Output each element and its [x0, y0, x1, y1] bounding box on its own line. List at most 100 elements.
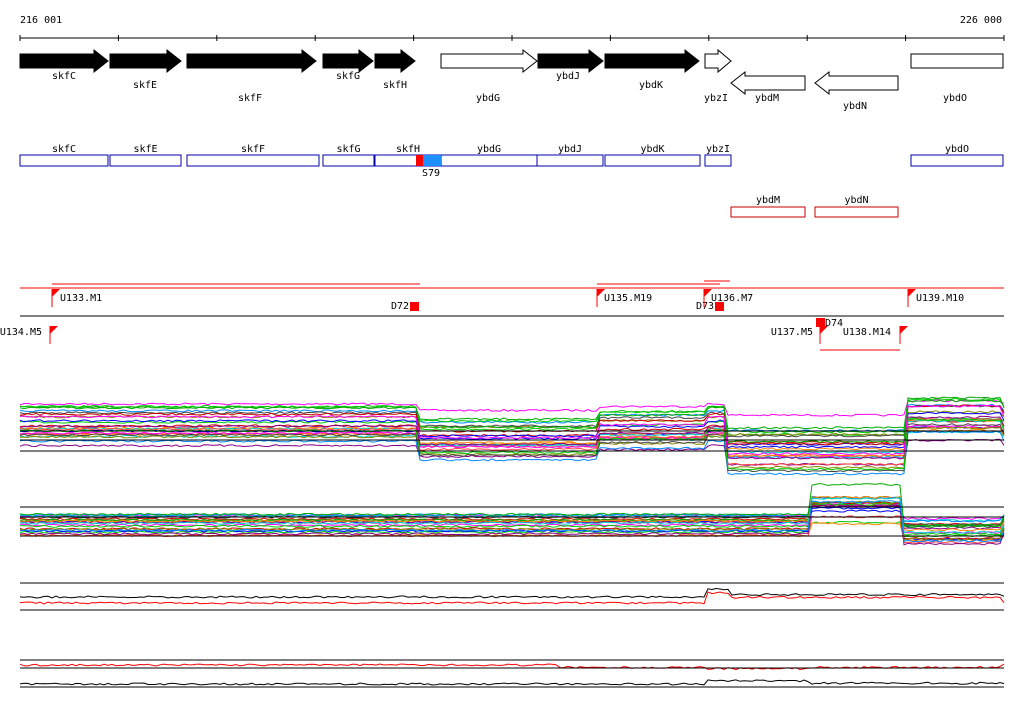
track-curve — [19, 404, 1005, 438]
track-curve — [19, 495, 1005, 532]
feature-box — [440, 154, 538, 167]
track-curve — [19, 426, 1005, 469]
feature-label: ybzI — [706, 144, 730, 155]
marker-label: D73 — [696, 301, 714, 312]
feature-label: ybdK — [640, 144, 664, 155]
gene-label: skfC — [52, 71, 76, 82]
flag — [50, 326, 58, 334]
reverse-box — [814, 206, 899, 218]
track-curve — [19, 679, 1005, 686]
ruler-end: 226 000 — [960, 15, 1002, 26]
feature-label: skfF — [241, 144, 265, 155]
track-curve — [19, 397, 1005, 434]
track-curve — [19, 423, 1005, 473]
feature-box — [910, 154, 1004, 167]
gene-label: skfE — [133, 80, 157, 91]
marker-label: U135.M19 — [604, 293, 652, 304]
track-curve — [19, 496, 1005, 523]
track-curve — [19, 411, 1005, 449]
site-label: S79 — [422, 168, 440, 179]
flag — [900, 326, 908, 334]
feature-box — [704, 154, 732, 167]
feature-label: skfG — [336, 144, 360, 155]
track-curve — [19, 520, 1005, 538]
feature-label: ybdO — [945, 144, 969, 155]
feature-label: ybdG — [477, 144, 501, 155]
feature-box — [19, 154, 109, 167]
gene-arrow — [440, 48, 538, 74]
deletion-mark — [816, 318, 825, 327]
track-curve — [19, 399, 1005, 417]
flag — [52, 289, 60, 297]
gene-arrow — [374, 48, 416, 74]
reverse-label: ybdN — [844, 195, 868, 206]
feature-box — [186, 154, 320, 167]
track-curve — [20, 424, 1005, 459]
gene-arrow — [814, 70, 899, 96]
reverse-label: ybdM — [756, 195, 780, 206]
gene-label: ybzI — [704, 93, 728, 104]
track-curve — [19, 500, 1005, 543]
track-curve — [19, 404, 1005, 456]
feature-label: skfE — [133, 144, 157, 155]
feature-box — [109, 154, 182, 167]
feature-box — [536, 154, 604, 167]
gene-label: ybdM — [755, 93, 779, 104]
gene-arrow — [109, 48, 182, 74]
marker-label: D74 — [825, 318, 843, 329]
gene-label: skfG — [336, 71, 360, 82]
track-curve — [19, 430, 1005, 454]
site-blue — [423, 155, 441, 166]
gene-label: ybdG — [476, 93, 500, 104]
site-red — [416, 155, 423, 166]
track-curve — [19, 496, 1005, 534]
ruler-start: 216 001 — [20, 15, 62, 26]
track-curve — [19, 502, 1005, 536]
feature-box — [322, 154, 375, 167]
marker-label: U139.M10 — [916, 293, 964, 304]
marker-label: U133.M1 — [60, 293, 102, 304]
feature-label: skfH — [396, 144, 420, 155]
gene-label: ybdN — [843, 101, 867, 112]
feature-label: skfC — [52, 144, 76, 155]
gene-arrow — [704, 48, 732, 74]
track-curve — [19, 501, 1005, 541]
gene-label: skfH — [383, 80, 407, 91]
marker-label: D72 — [391, 301, 409, 312]
feature-box — [604, 154, 701, 167]
deletion-mark — [715, 302, 724, 311]
gene-arrow — [19, 48, 109, 74]
gene-label: ybdJ — [556, 71, 580, 82]
feature-label: ybdJ — [558, 144, 582, 155]
gene-arrow — [537, 48, 604, 74]
gene-arrow — [910, 53, 1004, 69]
gene-label: ybdO — [943, 93, 967, 104]
reverse-box — [730, 206, 806, 218]
marker-label: U137.M5 — [771, 327, 813, 338]
marker-label: U138.M14 — [843, 327, 891, 338]
track-curve — [19, 419, 1005, 458]
gene-arrow — [604, 48, 700, 74]
gene-arrow — [186, 48, 317, 74]
flag — [820, 326, 828, 334]
marker-label: U136.M7 — [711, 293, 753, 304]
track-curve — [19, 482, 1005, 527]
gene-arrow — [322, 48, 374, 74]
gene-label: ybdK — [639, 80, 663, 91]
track-curve — [19, 430, 1005, 476]
track-curve — [19, 396, 1005, 444]
track-curve — [19, 591, 1005, 605]
track-curve — [19, 587, 1005, 599]
gene-label: skfF — [238, 93, 262, 104]
flag — [704, 289, 712, 297]
track-curve — [19, 504, 1005, 546]
flag — [908, 289, 916, 297]
gene-arrow — [730, 70, 806, 96]
track-curve — [19, 663, 1005, 671]
deletion-mark — [410, 302, 419, 311]
track-curve — [19, 415, 1005, 460]
flag — [597, 289, 605, 297]
track-curve — [19, 502, 1005, 534]
track-curve — [19, 417, 1005, 466]
